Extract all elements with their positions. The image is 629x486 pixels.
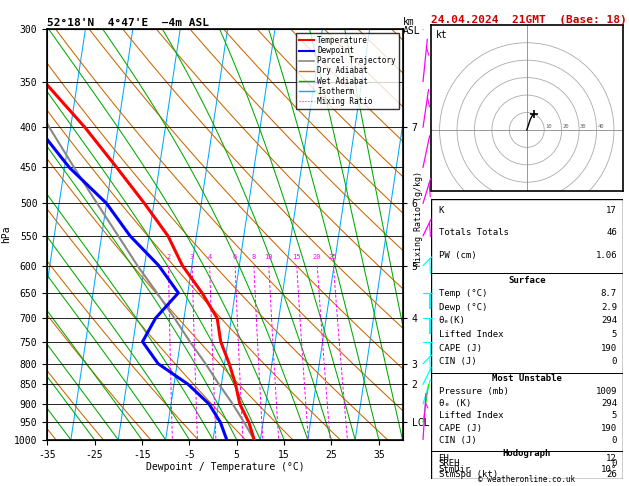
Text: 17: 17 [606, 206, 617, 215]
Text: 2.9: 2.9 [601, 303, 617, 312]
Text: K: K [438, 206, 444, 215]
Bar [431, 199, 623, 273]
Text: 3: 3 [190, 254, 194, 260]
Bar [431, 372, 623, 451]
Text: 40: 40 [598, 124, 604, 129]
Text: 46: 46 [606, 228, 617, 238]
Text: Most Unstable: Most Unstable [492, 374, 562, 383]
Text: 10°: 10° [601, 465, 617, 474]
Text: StmDir: StmDir [438, 465, 470, 474]
Text: CAPE (J): CAPE (J) [438, 424, 482, 433]
Text: 190: 190 [601, 424, 617, 433]
Text: 1.06: 1.06 [596, 251, 617, 260]
Text: 0: 0 [611, 357, 617, 366]
Text: PW (cm): PW (cm) [438, 251, 476, 260]
Text: 15: 15 [292, 254, 301, 260]
Bar [431, 451, 623, 479]
Text: ASL: ASL [403, 26, 421, 36]
Text: 10: 10 [264, 254, 272, 260]
Text: Surface: Surface [508, 276, 545, 285]
Text: 26: 26 [606, 470, 617, 479]
Text: StmSpd (kt): StmSpd (kt) [438, 470, 498, 479]
Bar [431, 273, 623, 372]
Text: 5: 5 [611, 330, 617, 339]
Y-axis label: hPa: hPa [1, 226, 11, 243]
Text: Temp (°C): Temp (°C) [438, 289, 487, 298]
Text: 2: 2 [166, 254, 170, 260]
Text: kt: kt [436, 30, 448, 39]
Text: Pressure (mb): Pressure (mb) [438, 387, 508, 396]
Text: 8.7: 8.7 [601, 289, 617, 298]
Legend: Temperature, Dewpoint, Parcel Trajectory, Dry Adiabat, Wet Adiabat, Isotherm, Mi: Temperature, Dewpoint, Parcel Trajectory… [296, 33, 399, 109]
Text: 4: 4 [207, 254, 211, 260]
Text: Totals Totals: Totals Totals [438, 228, 508, 238]
Text: CAPE (J): CAPE (J) [438, 344, 482, 352]
Text: 6: 6 [233, 254, 237, 260]
Text: EH: EH [438, 454, 449, 463]
Text: © weatheronline.co.uk: © weatheronline.co.uk [478, 474, 576, 484]
Text: θₑ(K): θₑ(K) [438, 316, 465, 326]
Text: 8: 8 [252, 254, 255, 260]
Text: 0: 0 [611, 459, 617, 469]
Text: 294: 294 [601, 316, 617, 326]
Text: 190: 190 [601, 344, 617, 352]
Text: Lifted Index: Lifted Index [438, 412, 503, 420]
Text: km: km [403, 17, 415, 27]
Text: 24.04.2024  21GMT  (Base: 18): 24.04.2024 21GMT (Base: 18) [431, 15, 626, 25]
Text: 294: 294 [601, 399, 617, 408]
Text: θₑ (K): θₑ (K) [438, 399, 470, 408]
Text: 20: 20 [562, 124, 569, 129]
Text: SREH: SREH [438, 459, 460, 469]
Text: CIN (J): CIN (J) [438, 436, 476, 445]
Text: Lifted Index: Lifted Index [438, 330, 503, 339]
Text: 1009: 1009 [596, 387, 617, 396]
Text: Mixing Ratio (g/kg): Mixing Ratio (g/kg) [414, 171, 423, 266]
Text: 30: 30 [580, 124, 586, 129]
Text: 0: 0 [611, 436, 617, 445]
Text: 20: 20 [313, 254, 321, 260]
Text: 12: 12 [606, 454, 617, 463]
Text: CIN (J): CIN (J) [438, 357, 476, 366]
Text: 25: 25 [328, 254, 337, 260]
Text: 52°18'N  4°47'E  −4m ASL: 52°18'N 4°47'E −4m ASL [47, 18, 209, 28]
Text: 5: 5 [611, 412, 617, 420]
X-axis label: Dewpoint / Temperature (°C): Dewpoint / Temperature (°C) [145, 462, 304, 472]
Text: 10: 10 [545, 124, 552, 129]
Text: Dewp (°C): Dewp (°C) [438, 303, 487, 312]
Text: Hodograph: Hodograph [503, 449, 551, 458]
